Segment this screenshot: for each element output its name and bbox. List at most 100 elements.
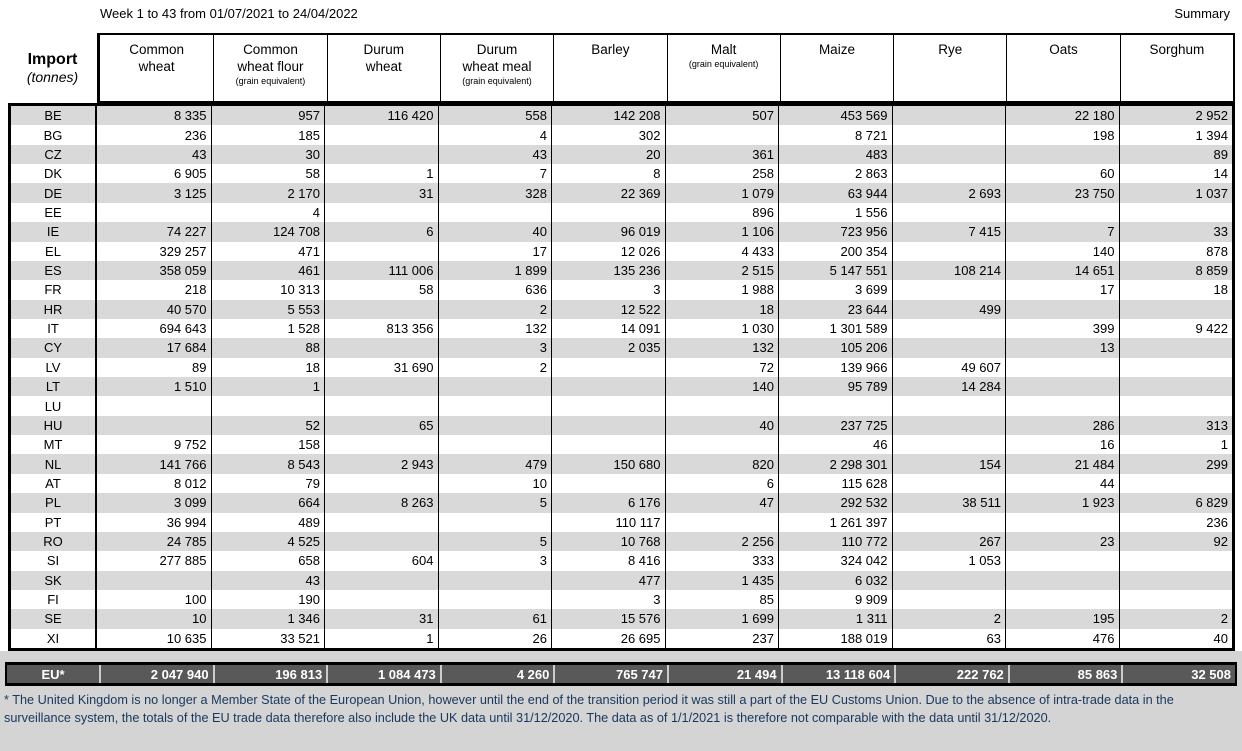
table-cell: 200 354 [778, 241, 892, 261]
table-cell [778, 396, 892, 416]
table-row-DK: DK 6 905 58 1 7 8 258 2 863 60 14 [11, 164, 1233, 184]
table-cell: 140 [664, 377, 779, 397]
table-cell [1118, 202, 1233, 223]
table-cell [551, 377, 665, 397]
table-row-HR: HR 40 570 5 553 2 12 522 18 23 644 499 [11, 299, 1232, 319]
table-cell: 10 313 [210, 280, 325, 300]
table-cell: 1 556 [778, 202, 892, 223]
eu-total-cell: 765 747 [553, 665, 667, 683]
column-header-label: Rye [938, 42, 963, 57]
table-cell: 17 684 [166, 340, 207, 356]
table-row-ES: ES 358 059 461 111 006 1 899 135 236 2 515 5 14… [11, 260, 1232, 281]
table-cell: 22 369 [551, 183, 665, 203]
table-cell: 479 [437, 454, 552, 474]
table-cell: 1 [210, 377, 325, 397]
country-code-label: BE [11, 106, 97, 126]
table-cell [891, 589, 1006, 610]
table-cell [1005, 144, 1119, 165]
table-cell: 2 952 [1118, 106, 1233, 126]
table-row-SK: SK 43 477 1 435 6 032 [11, 570, 1232, 590]
table-cell: 10 635 [166, 630, 207, 646]
table-cell: 12 522 [551, 299, 665, 319]
eu-total-cell: 21 494 [666, 665, 781, 683]
eu-total-cell: 222 762 [894, 665, 1008, 683]
table-cell: 24 785 [166, 534, 207, 550]
table-cell [551, 435, 665, 455]
table-cell: 636 [437, 280, 552, 300]
table-cell: 277 885 [159, 553, 207, 569]
table-cell: 10 [437, 473, 552, 494]
table-cell: 1 037 [1118, 183, 1233, 203]
table-cell: 43 [437, 144, 552, 165]
table-row-IT: IT 694 643 1 528 813 356 132 14 091 1 030 1 301… [11, 318, 1232, 339]
table-row-LV: LV 89 18 31 690 2 72 139 966 49 607 [11, 357, 1232, 377]
table-cell: 237 [664, 628, 779, 648]
table-cell: 1 [324, 164, 438, 184]
table-cell: 6 829 [1118, 493, 1233, 513]
table-cell: 218 [184, 282, 207, 298]
country-code-label: ES [11, 260, 97, 281]
table-cell [664, 125, 779, 145]
table-cell: 664 [210, 493, 325, 513]
table-cell: 292 532 [778, 493, 892, 513]
table-cell [97, 571, 211, 590]
table-cell: 1 [1118, 435, 1233, 455]
table-row-SE: SE 10 1 346 31 61 15 576 1 699 1 311 2 195 2 [11, 609, 1232, 629]
table-cell: 1 510 [173, 379, 207, 395]
country-code-label: FI [11, 589, 97, 610]
table-cell: 9 752 [173, 437, 207, 453]
table-cell: 23 [1005, 531, 1119, 552]
table-cell [891, 435, 1006, 455]
table-cell: 14 [1118, 164, 1233, 184]
table-cell: 499 [891, 299, 1006, 319]
table-header: Import (tonnes) Common wheat Common wheat… [8, 33, 1235, 103]
table-cell: 43 [192, 146, 207, 162]
table-cell: 399 [1005, 318, 1119, 339]
table-cell: 267 [891, 531, 1006, 552]
table-cell: 6 032 [778, 570, 892, 590]
table-cell: 329 257 [159, 243, 207, 259]
table-cell: 14 091 [551, 318, 665, 339]
table-cell [324, 338, 438, 358]
table-cell: 2 035 [551, 338, 665, 358]
table-cell: 333 [664, 551, 779, 571]
table-cell [324, 531, 438, 552]
country-code-label: FR [11, 280, 97, 300]
table-cell: 185 [210, 125, 325, 145]
table-cell: 1 435 [664, 570, 779, 590]
table-cell: 3 [437, 338, 552, 358]
table-cell: 58 [324, 280, 438, 300]
table-cell: 49 607 [891, 357, 1006, 377]
table-cell [324, 589, 438, 610]
table-cell: 558 [437, 106, 552, 126]
table-cell [324, 377, 438, 397]
table-cell [437, 377, 552, 397]
table-cell: 4 525 [210, 531, 325, 552]
table-cell [324, 299, 438, 319]
table-cell: 6 176 [551, 493, 665, 513]
report-period-title: Week 1 to 43 from 01/07/2021 to 24/04/20… [100, 6, 358, 21]
table-cell: 58 [210, 164, 325, 184]
table-cell: 813 356 [324, 318, 438, 339]
import-label: Import [27, 51, 78, 68]
table-cell: 2 943 [324, 454, 438, 474]
table-cell: 74 227 [166, 224, 207, 240]
table-cell [324, 202, 438, 223]
column-header-malt: Malt (grain equivalent) [666, 35, 780, 101]
eu-total-cell: 32 508 [1121, 665, 1235, 683]
table-cell: 46 [778, 435, 892, 455]
country-code-label: RO [11, 531, 97, 552]
table-cell: 8 012 [173, 475, 207, 491]
table-cell: 47 [664, 493, 779, 513]
eu-total-cell: 2 047 940 [99, 665, 213, 683]
table-cell: 2 170 [210, 183, 325, 203]
column-header-label: Common wheat flour [237, 42, 304, 74]
country-code-label: CZ [11, 144, 97, 165]
eu-total-row: EU* 2 047 940 196 813 1 084 473 4 260 765 747… [5, 662, 1237, 686]
table-cell [664, 396, 779, 416]
table-cell [1005, 357, 1119, 377]
table-cell: 236 [184, 127, 207, 143]
table-cell [324, 241, 438, 261]
table-cell [324, 570, 438, 590]
table-cell: 36 994 [166, 514, 207, 530]
